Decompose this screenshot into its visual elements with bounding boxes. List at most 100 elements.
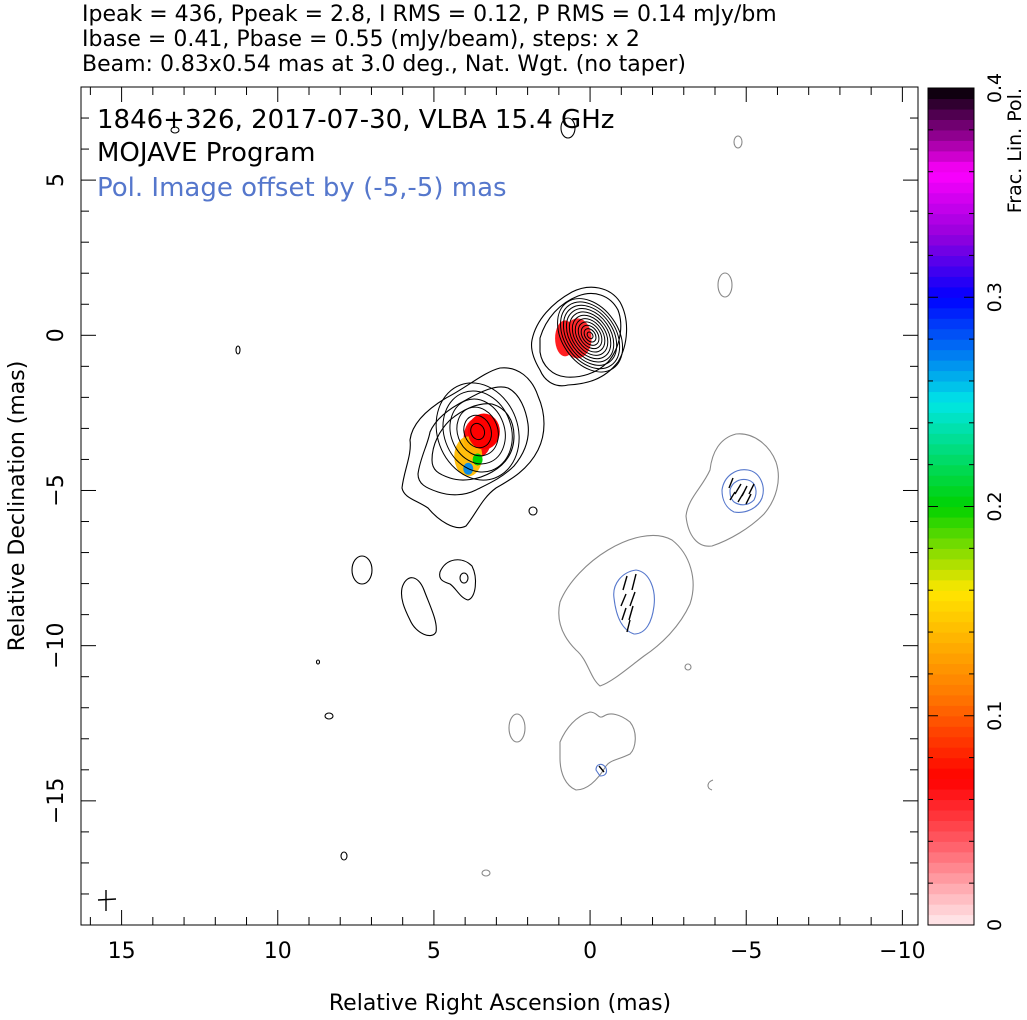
colorbar-band	[928, 757, 974, 769]
pol-patch	[467, 413, 500, 450]
contour-ring	[562, 304, 618, 366]
faint-blob	[459, 572, 469, 584]
contour-ring	[463, 414, 492, 449]
colorbar-band	[928, 328, 974, 340]
contour-ring	[456, 406, 499, 457]
contour-ring	[470, 422, 486, 441]
x-tick-labels: 15 10 5 0 −5 −10	[108, 939, 926, 964]
evpa-vector	[728, 477, 734, 489]
colorbar-band	[928, 98, 974, 110]
colorbar-band	[928, 611, 974, 623]
y-tick-label: −10	[44, 622, 69, 668]
colorbar-band	[928, 401, 974, 413]
offset-jet-contour	[558, 534, 694, 687]
colorbar-band	[928, 862, 974, 874]
colorbar-band	[928, 830, 974, 842]
evpa-vector	[629, 591, 636, 607]
x-tick-label: 15	[108, 939, 136, 964]
colorbar-band	[928, 485, 974, 497]
header-stats-line: Ipeak = 436, Ppeak = 2.8, I RMS = 0.12, …	[82, 2, 777, 27]
colorbar-band	[928, 726, 974, 738]
colorbar-band	[928, 809, 974, 821]
colorbar-band	[928, 297, 974, 309]
y-tick-label: 0	[44, 328, 69, 342]
offset-faint-contour	[559, 711, 636, 791]
header-beam-line: Beam: 0.83x0.54 mas at 3.0 deg., Nat. Wg…	[82, 52, 686, 77]
colorbar-band	[928, 234, 974, 246]
faint-blob	[235, 345, 241, 355]
faint-blob	[560, 117, 576, 139]
faint-blob	[351, 555, 373, 585]
colorbar-ticks	[928, 87, 974, 926]
colorbar-band	[928, 307, 974, 319]
offset-faint-contour	[717, 272, 733, 298]
colorbar-band	[928, 360, 974, 372]
colorbar-band	[928, 129, 974, 141]
colorbar-band	[928, 475, 974, 487]
colorbar-band	[928, 318, 974, 330]
colorbar-band	[928, 422, 974, 434]
colorbar-band	[928, 621, 974, 633]
colorbar-band	[928, 349, 974, 361]
colorbar-label: Frac. Lin. Pol.	[1004, 88, 1026, 213]
colorbar-band	[928, 88, 974, 100]
faint-blob	[170, 126, 180, 134]
colorbar-band	[928, 244, 974, 256]
contour-ring	[565, 308, 615, 363]
evpa-vector	[737, 491, 745, 503]
faint-blob	[340, 851, 348, 861]
colorbar-band	[928, 255, 974, 267]
evpa-vector	[628, 605, 634, 621]
x-axis-label: Relative Right Ascension (mas)	[329, 991, 671, 1016]
colorbar-band	[928, 203, 974, 215]
colorbar-tick-label: 0.4	[984, 73, 1006, 103]
colorbar-tick-label: 0	[984, 919, 1006, 931]
pol-patch	[555, 320, 576, 357]
colorbar-band	[928, 904, 974, 916]
total-intensity-contours	[170, 117, 628, 861]
pol-contour	[729, 478, 757, 506]
faint-blob	[528, 506, 538, 516]
colorbar-band	[928, 632, 974, 644]
colorbar-band	[928, 140, 974, 152]
x-tick-label: 10	[264, 939, 292, 964]
colorbar-band	[928, 883, 974, 895]
colorbar-band	[928, 506, 974, 518]
faint-blob	[315, 659, 321, 665]
colorbar-band	[928, 433, 974, 445]
y-tick-labels: 5 0 −5 −10 −15	[44, 173, 69, 824]
pol-contour	[721, 469, 764, 513]
colorbar-band	[928, 684, 974, 696]
evpa-vector	[748, 483, 755, 495]
colorbar-band	[928, 590, 974, 602]
colorbar-band	[928, 548, 974, 560]
colorbar-band	[928, 663, 974, 675]
source-title: 1846+326, 2017-07-30, VLBA 15.4 GHz	[97, 105, 614, 135]
evpa-vector	[734, 483, 742, 495]
pol-patch	[472, 453, 483, 466]
x-tick-label: −10	[879, 939, 925, 964]
evpa-vector	[621, 607, 627, 621]
evpa-vector	[631, 573, 637, 591]
evpa-vector	[598, 765, 605, 773]
colorbar-band	[928, 391, 974, 403]
colorbar-band	[928, 652, 974, 665]
colorbar-band	[928, 276, 974, 288]
colorbar-band	[928, 370, 974, 382]
colorbar-band	[928, 705, 974, 717]
colorbar-tick-label: 0.1	[984, 701, 1006, 731]
y-tick-label: −15	[44, 778, 69, 824]
contour-ring	[557, 298, 624, 373]
plot-frame	[80, 86, 919, 926]
colorbar-band	[928, 893, 974, 905]
evpa-vectors	[598, 477, 755, 773]
colorbar-band	[928, 464, 974, 476]
colorbar-band	[928, 412, 974, 424]
faint-blob	[439, 559, 477, 601]
y-tick-label: −5	[44, 474, 69, 506]
colorbar-band	[928, 736, 974, 748]
contour-ring	[580, 324, 600, 346]
colorbar-band	[928, 799, 974, 811]
